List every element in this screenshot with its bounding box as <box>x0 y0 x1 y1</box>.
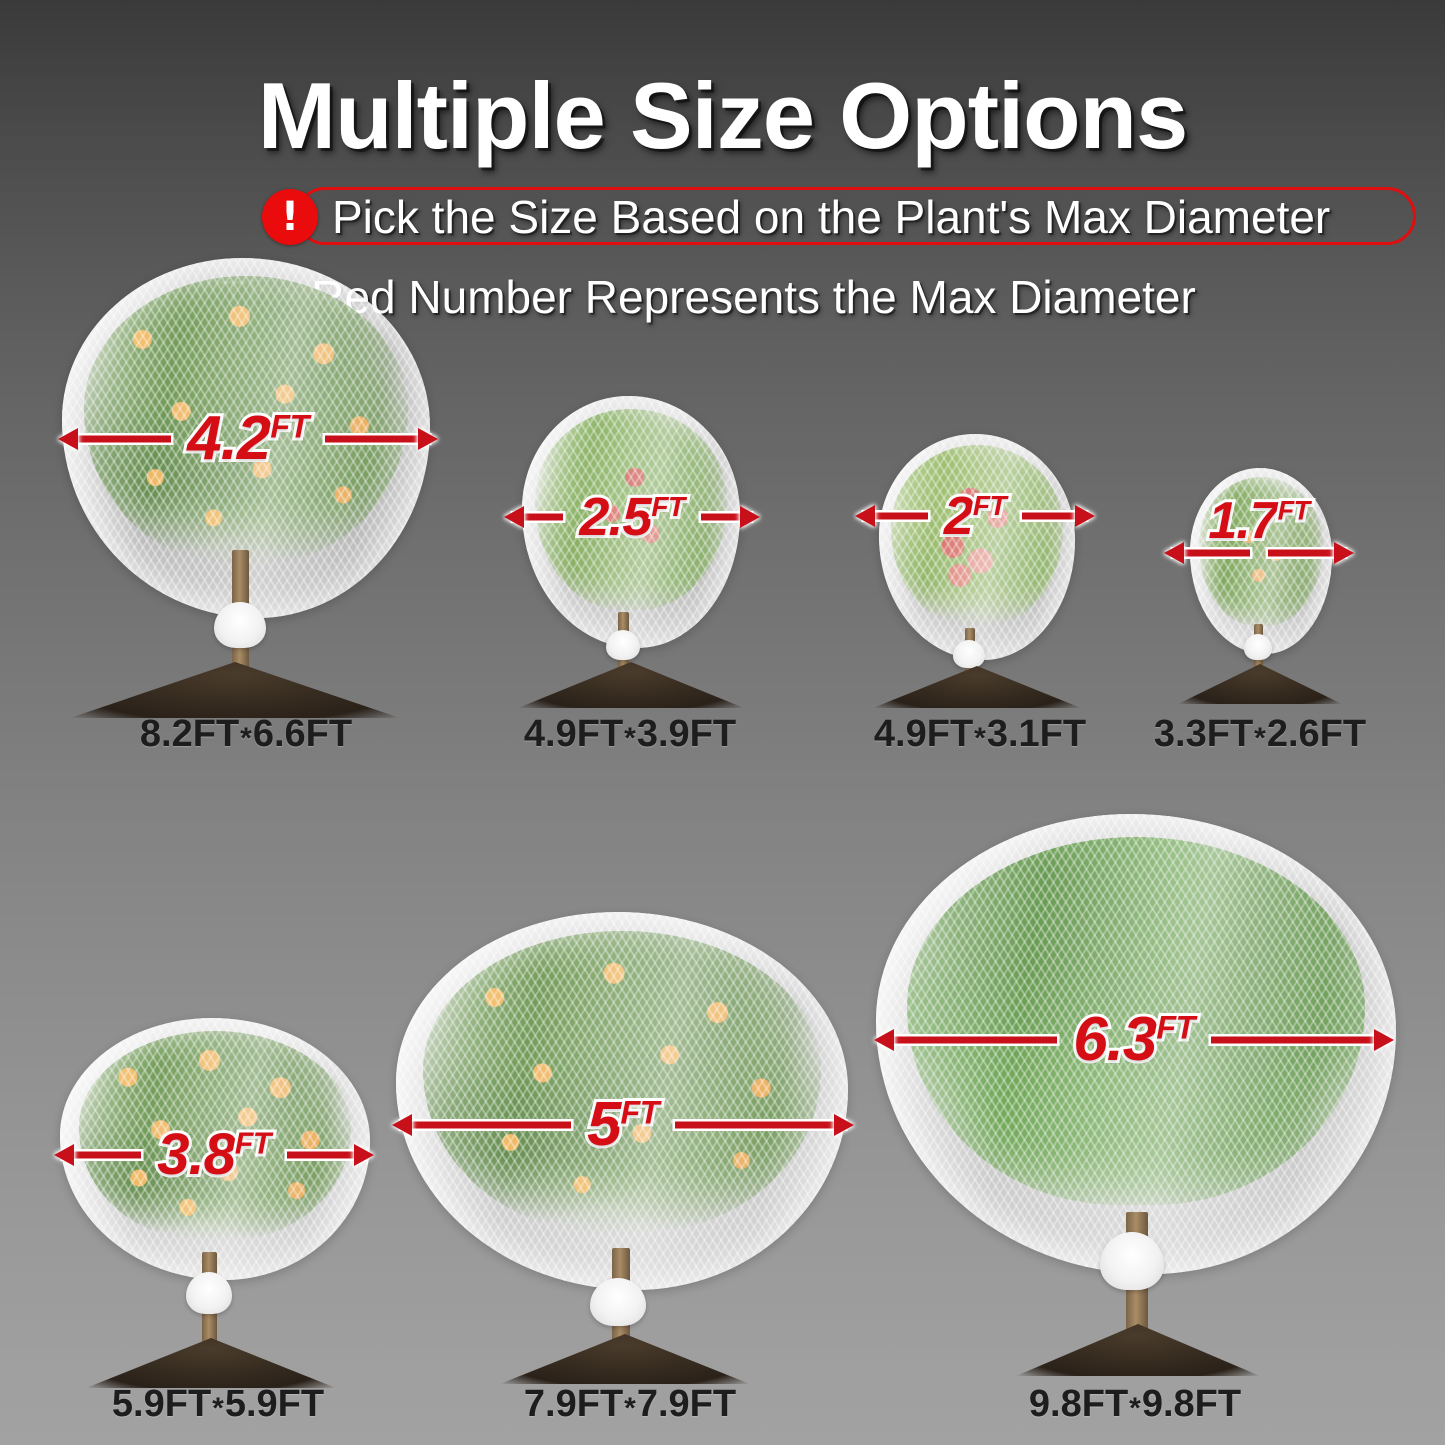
cover-drawstring-tie <box>186 1272 232 1314</box>
caption-size-4-9-by-3-1: 4.9FT*3.1FT <box>873 713 1087 755</box>
product-item-size-8-2-by-6-6[interactable]: 4.2FT <box>46 250 446 720</box>
page-title: Multiple Size Options <box>257 63 1188 168</box>
exclamation-glyph: ! <box>280 194 300 240</box>
cover-drawstring-tie <box>1244 634 1272 660</box>
cover-drawstring-tie <box>214 602 266 648</box>
caption-size-7-9-by-7-9: 7.9FT*7.9FT <box>523 1383 737 1425</box>
caption-size-8-2-by-6-6: 8.2FT*6.6FT <box>139 713 353 755</box>
product-item-size-7-9-by-7-9[interactable]: 5FT <box>390 898 860 1390</box>
caption-size-4-9-by-3-9: 4.9FT*3.9FT <box>523 713 737 755</box>
soil-mound <box>873 666 1081 708</box>
leafy-vegetable-foliage <box>535 408 727 611</box>
caption-separator: * <box>624 1392 636 1425</box>
citrus-tree-foliage <box>423 930 821 1234</box>
caption-separator: * <box>974 722 986 755</box>
plant-cover-bag <box>60 1018 370 1280</box>
subtitle-callout: ! Pick the Size Based on the Plant's Max… <box>262 186 1420 248</box>
caption-size-5-9-by-5-9: 5.9FT*5.9FT <box>111 1383 325 1425</box>
exclamation-icon: ! <box>262 189 318 245</box>
soil-mound <box>1016 1324 1260 1376</box>
product-item-size-3-3-by-2-6[interactable]: 1.7FT <box>1162 462 1358 720</box>
product-item-size-4-9-by-3-1[interactable]: 2FT <box>855 430 1097 720</box>
soil-mound <box>86 1338 336 1388</box>
caption-separator: * <box>1129 1392 1141 1425</box>
cover-drawstring-tie <box>953 640 985 668</box>
caption-separator: * <box>1254 722 1266 755</box>
caption-separator: * <box>240 722 252 755</box>
large-tree-foliage <box>907 837 1365 1205</box>
plant-cover-bag <box>396 912 848 1290</box>
cover-drawstring-tie <box>590 1278 646 1326</box>
citrus-tree-foliage <box>78 1031 352 1241</box>
caption-size-9-8-by-9-8: 9.8FT*9.8FT <box>1028 1383 1242 1425</box>
soil-mound <box>518 662 744 708</box>
plant-cover-bag <box>522 396 740 648</box>
product-item-size-5-9-by-5-9[interactable]: 3.8FT <box>50 1000 384 1390</box>
product-item-size-4-9-by-3-9[interactable]: 2.5FT <box>500 390 762 720</box>
subtitle-text: Pick the Size Based on the Plant's Max D… <box>332 191 1331 243</box>
soil-mound <box>500 1334 750 1384</box>
small-shrub-foliage <box>1198 477 1324 627</box>
citrus-tree-foliage <box>84 276 408 564</box>
product-item-size-9-8-by-9-8[interactable]: 6.3FT <box>868 808 1402 1384</box>
caption-separator: * <box>212 1392 224 1425</box>
tomato-plant-foliage <box>890 445 1064 627</box>
plant-cover-bag <box>876 814 1396 1274</box>
caption-separator: * <box>624 722 636 755</box>
plant-cover-bag <box>879 434 1075 660</box>
soil-mound <box>1178 664 1342 704</box>
soil-mound <box>70 662 400 718</box>
caption-size-3-3-by-2-6: 3.3FT*2.6FT <box>1153 713 1367 755</box>
cover-drawstring-tie <box>606 630 640 660</box>
cover-drawstring-tie <box>1100 1232 1164 1290</box>
